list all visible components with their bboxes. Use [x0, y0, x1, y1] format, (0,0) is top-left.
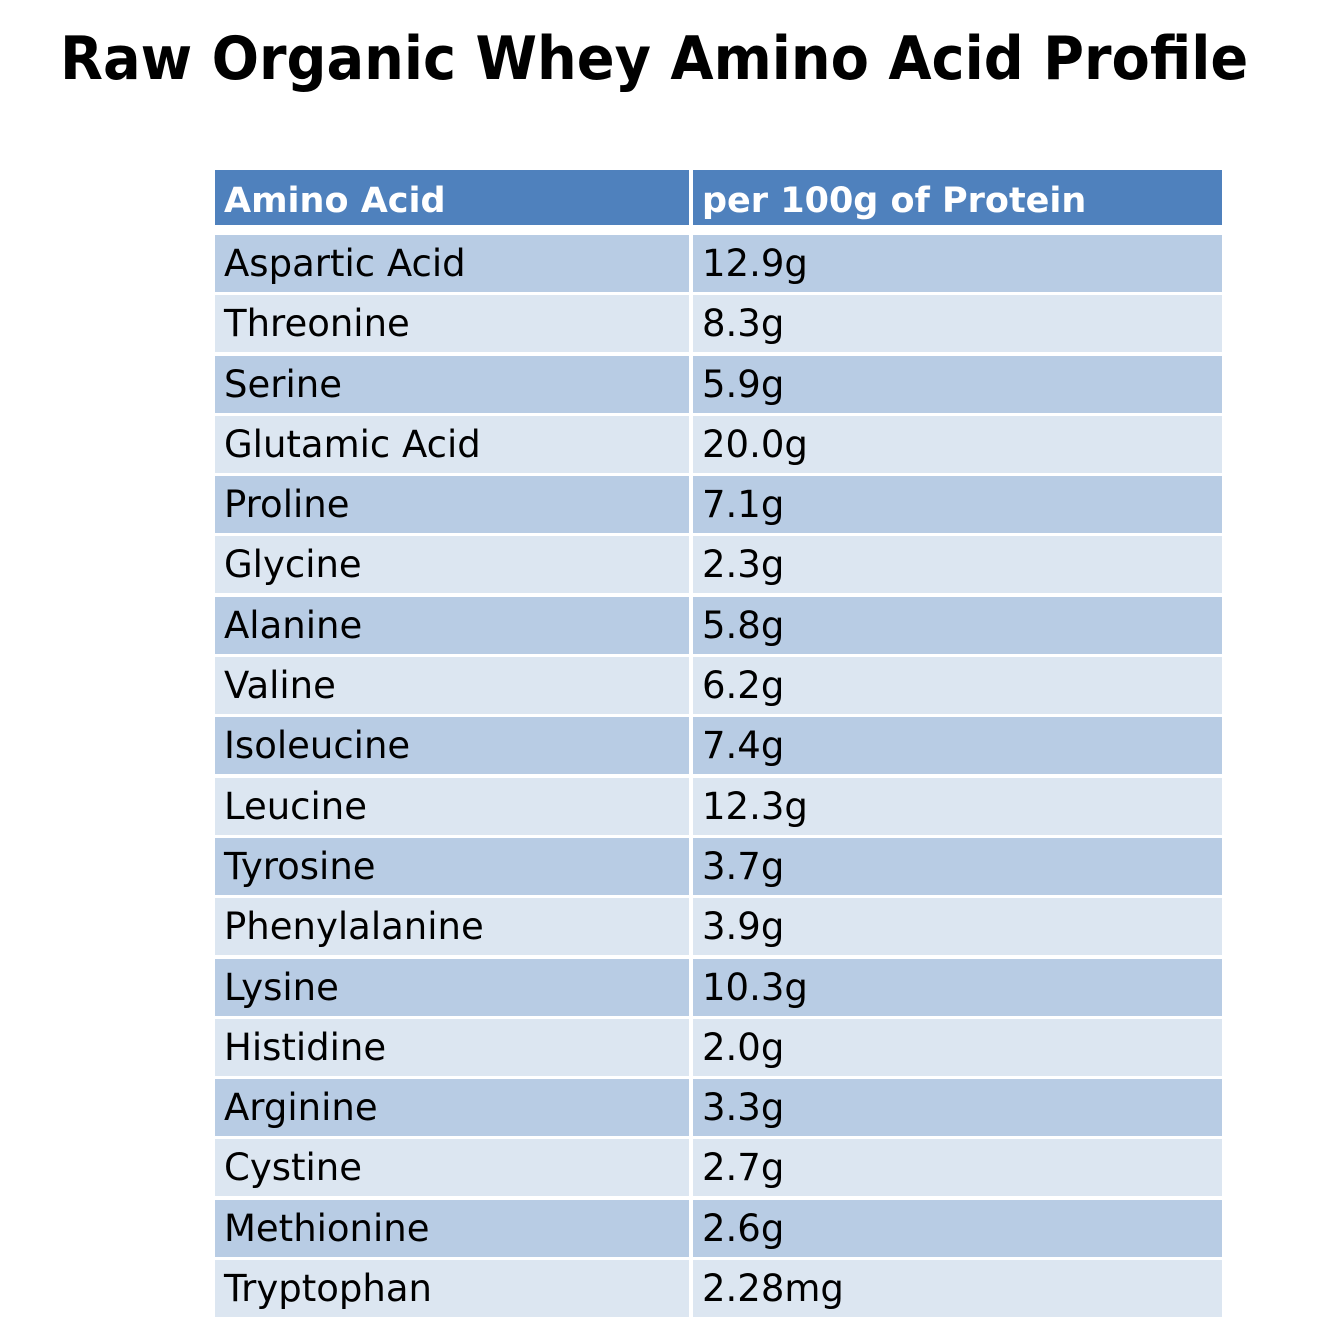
amount-cell: 12.9g — [693, 235, 1222, 292]
table-row: Tryptophan 2.28mg — [215, 1260, 1222, 1318]
table-row: Leucine 12.3g — [215, 777, 1222, 835]
amount-cell: 3.3g — [693, 1079, 1222, 1137]
amino-acid-cell: Valine — [215, 657, 689, 715]
amino-acid-cell: Serine — [215, 355, 689, 413]
amino-acid-table: Amino Acid per 100g of Protein Aspartic … — [215, 170, 1222, 1320]
table-row: Proline 7.1g — [215, 476, 1222, 534]
amount-cell: 3.9g — [693, 898, 1222, 956]
amino-acid-cell: Leucine — [215, 777, 689, 835]
table-header-row: Amino Acid per 100g of Protein — [215, 170, 1222, 225]
amino-acid-cell: Isoleucine — [215, 717, 689, 775]
table-row: Phenylalanine 3.9g — [215, 898, 1222, 956]
table-row: Histidine 2.0g — [215, 1018, 1222, 1076]
amount-cell: 3.7g — [693, 837, 1222, 895]
amount-cell: 2.6g — [693, 1199, 1222, 1257]
amount-cell: 7.4g — [693, 717, 1222, 775]
amount-cell: 20.0g — [693, 415, 1222, 473]
amino-acid-cell: Cystine — [215, 1139, 689, 1197]
amino-acid-cell: Tyrosine — [215, 837, 689, 895]
amino-acid-cell: Histidine — [215, 1018, 689, 1076]
table-row: Glycine 2.3g — [215, 536, 1222, 594]
amount-cell: 8.3g — [693, 295, 1222, 353]
amino-acid-cell: Alanine — [215, 596, 689, 654]
amount-cell: 7.1g — [693, 476, 1222, 534]
amino-acid-cell: Lysine — [215, 958, 689, 1016]
amino-acid-cell: Aspartic Acid — [215, 235, 689, 292]
table-row: Serine 5.9g — [215, 355, 1222, 413]
header-per-100g: per 100g of Protein — [693, 170, 1222, 225]
amino-acid-cell: Arginine — [215, 1079, 689, 1137]
table-row: Isoleucine 7.4g — [215, 717, 1222, 775]
amino-acid-cell: Methionine — [215, 1199, 689, 1257]
amount-cell: 12.3g — [693, 777, 1222, 835]
amount-cell: 2.28mg — [693, 1260, 1222, 1318]
amino-acid-cell: Glutamic Acid — [215, 415, 689, 473]
amount-cell: 6.2g — [693, 657, 1222, 715]
header-amino-acid: Amino Acid — [215, 170, 689, 225]
table-row: Threonine 8.3g — [215, 295, 1222, 353]
page-title: Raw Organic Whey Amino Acid Profile — [60, 24, 1249, 94]
table-row: Arginine 3.3g — [215, 1079, 1222, 1137]
table-row: Alanine 5.8g — [215, 596, 1222, 654]
table-row: Tyrosine 3.7g — [215, 837, 1222, 895]
amount-cell: 2.3g — [693, 536, 1222, 594]
table-row: Glutamic Acid 20.0g — [215, 415, 1222, 473]
amino-acid-cell: Proline — [215, 476, 689, 534]
amino-acid-cell: Phenylalanine — [215, 898, 689, 956]
amount-cell: 10.3g — [693, 958, 1222, 1016]
amount-cell: 5.8g — [693, 596, 1222, 654]
amount-cell: 5.9g — [693, 355, 1222, 413]
amino-acid-cell: Threonine — [215, 295, 689, 353]
table-row: Valine 6.2g — [215, 657, 1222, 715]
amino-acid-cell: Tryptophan — [215, 1260, 689, 1318]
table-row: Lysine 10.3g — [215, 958, 1222, 1016]
amount-cell: 2.7g — [693, 1139, 1222, 1197]
table-row: Methionine 2.6g — [215, 1199, 1222, 1257]
table-row: Aspartic Acid 12.9g — [215, 235, 1222, 292]
table-body: Aspartic Acid 12.9g Threonine 8.3g Serine 5.9… — [215, 235, 1222, 1318]
table-row: Cystine 2.7g — [215, 1139, 1222, 1197]
amount-cell: 2.0g — [693, 1018, 1222, 1076]
amino-acid-cell: Glycine — [215, 536, 689, 594]
